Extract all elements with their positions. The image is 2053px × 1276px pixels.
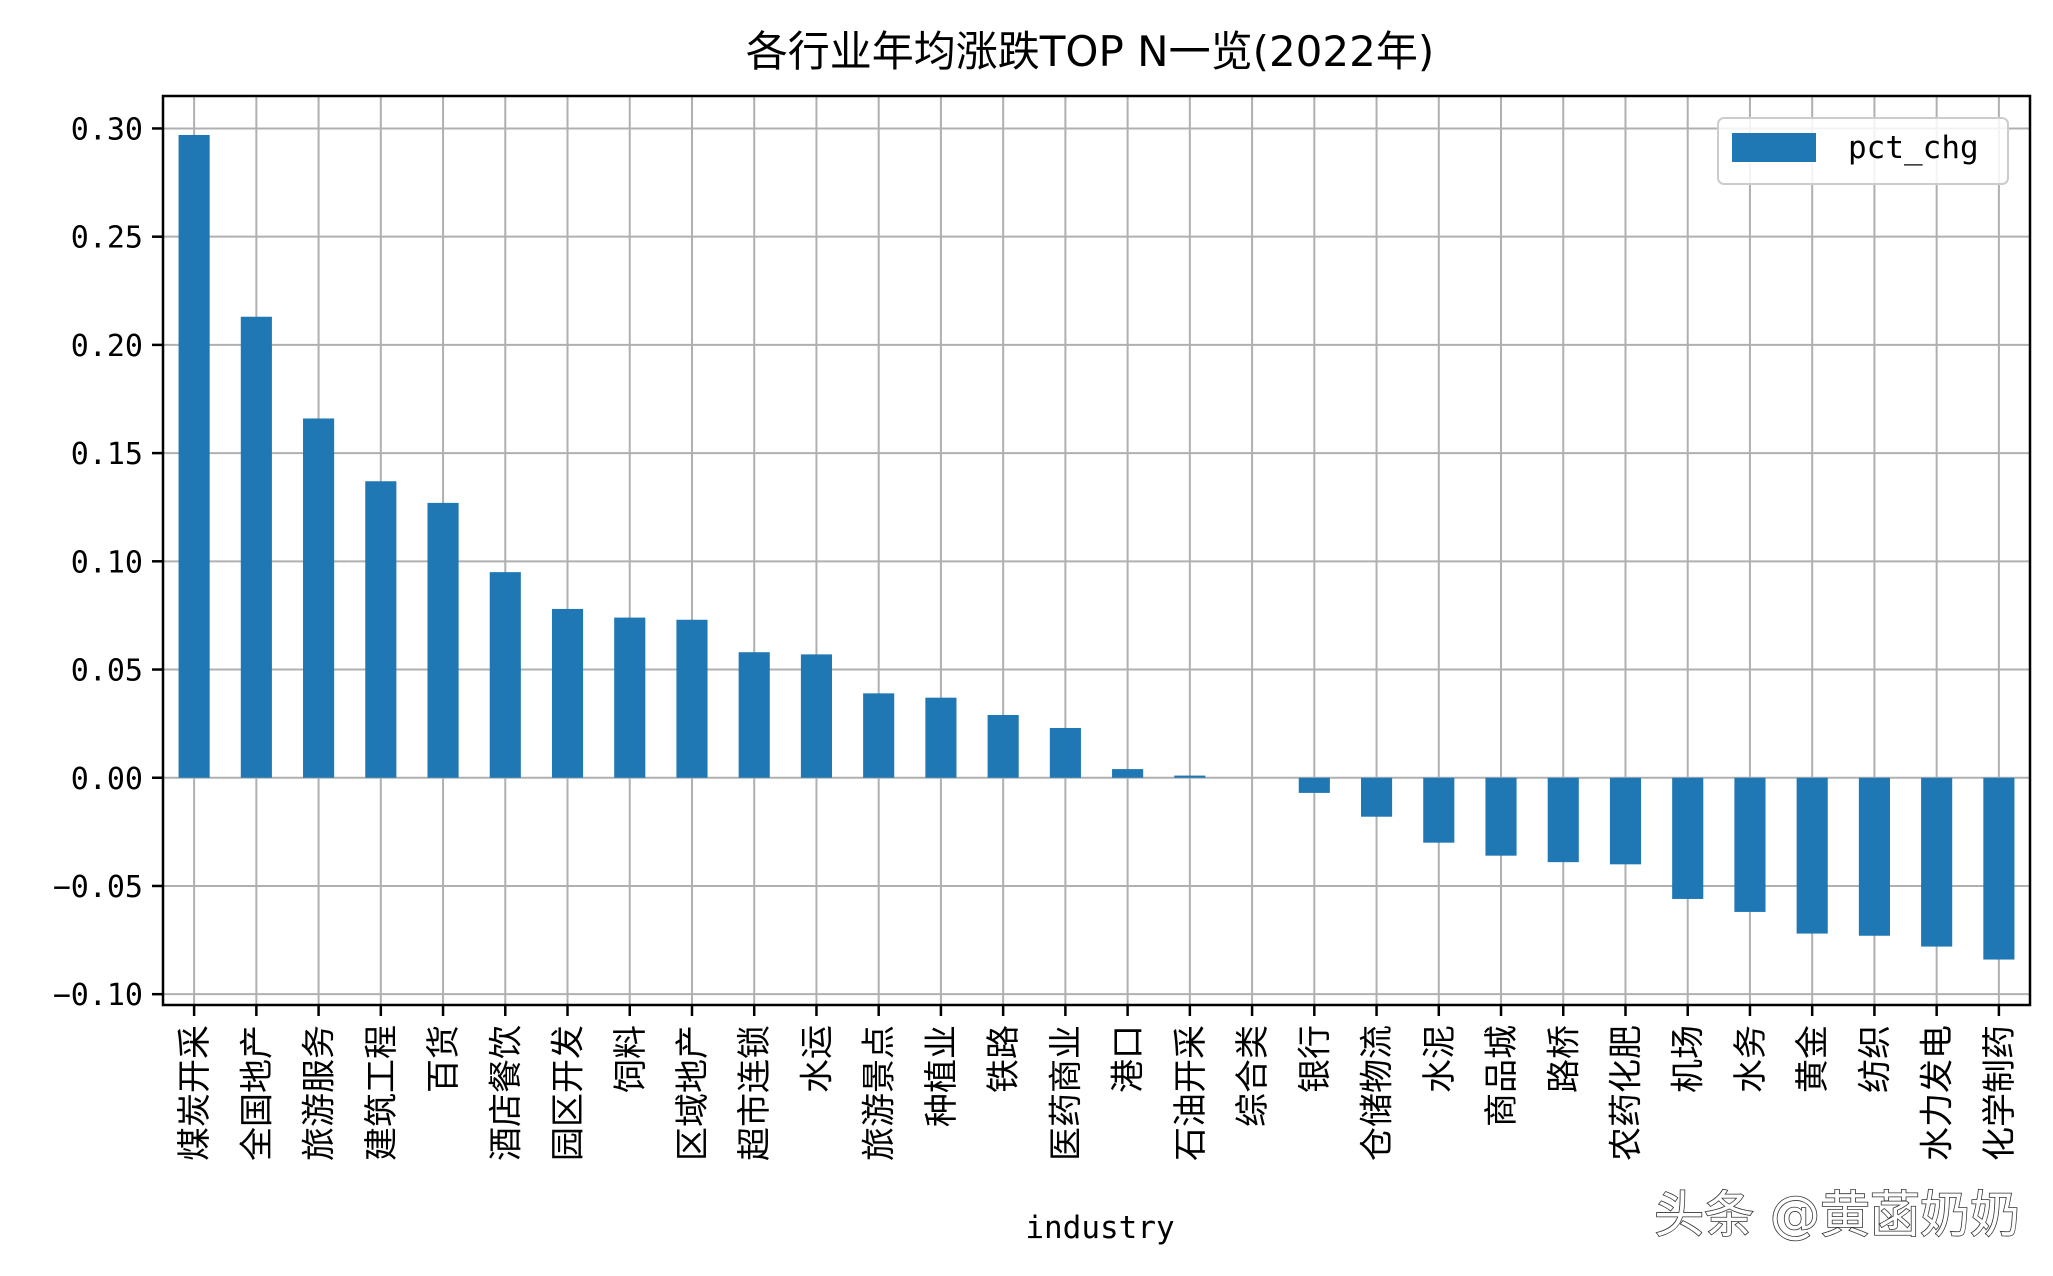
x-tick-label: 水务 bbox=[1731, 1025, 1771, 1093]
chart-title: 各行业年均涨跌TOP N一览(2022年) bbox=[746, 27, 1434, 76]
y-tick-label: 0.15 bbox=[71, 437, 143, 472]
y-tick-label: −0.10 bbox=[53, 978, 143, 1013]
bar bbox=[1858, 777, 1890, 936]
bar bbox=[551, 608, 584, 778]
bar bbox=[1112, 769, 1144, 778]
x-tick-label: 港口 bbox=[1109, 1025, 1149, 1093]
bar bbox=[738, 652, 770, 778]
x-tick-label: 仓储物流 bbox=[1358, 1025, 1398, 1161]
bar bbox=[1174, 775, 1206, 778]
x-tick-label: 园区开发 bbox=[549, 1025, 589, 1161]
y-tick-label: 0.10 bbox=[71, 545, 143, 580]
x-tick-label: 医药商业 bbox=[1046, 1025, 1086, 1161]
bars bbox=[178, 134, 2015, 960]
bar bbox=[1360, 777, 1393, 817]
bar bbox=[800, 654, 833, 778]
x-tick-label: 水运 bbox=[797, 1025, 837, 1093]
x-tick-label: 饲料 bbox=[611, 1025, 651, 1093]
x-tick-label: 银行 bbox=[1295, 1025, 1335, 1093]
x-tick-label: 建筑工程 bbox=[362, 1025, 402, 1161]
x-tick-label: 种植业 bbox=[922, 1025, 962, 1127]
bar bbox=[1983, 777, 2015, 960]
x-tick-label: 全国地产 bbox=[237, 1025, 277, 1161]
x-tick-label: 煤炭开采 bbox=[175, 1025, 215, 1161]
plot-frame bbox=[161, 94, 2032, 1007]
x-tick-label: 黄金 bbox=[1793, 1025, 1833, 1093]
bar bbox=[489, 572, 521, 778]
x-tick-label: 商品城 bbox=[1482, 1025, 1522, 1127]
bar bbox=[676, 619, 708, 778]
y-tick-label: 0.30 bbox=[71, 112, 143, 147]
y-tick-label: 0.25 bbox=[71, 221, 143, 256]
y-axis: 0.30 0.25 0.20 0.15 0.10 0.05 0.00 −0.05 −0.10 bbox=[53, 112, 163, 1013]
legend-swatch bbox=[1732, 133, 1816, 162]
x-tick-label: 百货 bbox=[424, 1025, 464, 1093]
x-tick-label: 旅游服务 bbox=[300, 1025, 340, 1161]
bar bbox=[925, 697, 957, 778]
legend: pct_chg bbox=[1717, 117, 2009, 185]
y-tick-label: 0.20 bbox=[71, 329, 143, 364]
legend-label-pct-chg: pct_chg bbox=[1848, 130, 1979, 166]
x-axis-label: industry bbox=[1025, 1210, 1174, 1246]
bar bbox=[1921, 777, 1953, 947]
bar bbox=[1298, 777, 1330, 793]
bar bbox=[863, 693, 895, 778]
bar bbox=[240, 316, 272, 778]
bar bbox=[427, 502, 459, 778]
y-tick-label: 0.05 bbox=[71, 654, 143, 689]
x-tick-label: 化学制药 bbox=[1980, 1025, 2020, 1161]
bar bbox=[1423, 777, 1455, 843]
bar bbox=[365, 481, 397, 778]
bar bbox=[987, 714, 1019, 778]
x-tick-label: 机场 bbox=[1669, 1025, 1709, 1093]
bar bbox=[303, 418, 335, 778]
y-tick-label: −0.05 bbox=[53, 870, 143, 905]
x-tick-label: 铁路 bbox=[984, 1025, 1024, 1093]
bar bbox=[1796, 777, 1828, 934]
x-tick-label: 路桥 bbox=[1544, 1025, 1584, 1093]
x-tick-label: 超市连锁 bbox=[735, 1025, 775, 1161]
bar bbox=[1049, 727, 1081, 778]
bar bbox=[178, 134, 210, 778]
x-tick-label: 农药化肥 bbox=[1606, 1025, 1646, 1161]
y-tick-label: 0.00 bbox=[71, 762, 143, 797]
bar bbox=[1672, 777, 1704, 899]
x-tick-label: 酒店餐饮 bbox=[486, 1025, 526, 1161]
watermark-text: 头条 @黄菡奶奶 bbox=[1654, 1186, 2020, 1244]
x-tick-label: 综合类 bbox=[1233, 1025, 1273, 1127]
bar bbox=[1485, 777, 1517, 856]
bar bbox=[1609, 777, 1642, 865]
x-tick-label: 水力发电 bbox=[1918, 1025, 1958, 1161]
x-tick-label: 水泥 bbox=[1420, 1025, 1460, 1093]
bar bbox=[1734, 777, 1766, 912]
bar bbox=[1547, 777, 1579, 863]
bar bbox=[614, 617, 646, 778]
x-tick-label: 纺织 bbox=[1855, 1025, 1895, 1093]
x-tick-label: 旅游景点 bbox=[860, 1025, 900, 1161]
x-tick-label: 石油开采 bbox=[1171, 1025, 1211, 1161]
x-tick-label: 区域地产 bbox=[673, 1025, 713, 1161]
x-axis: 煤炭开采 全国地产 旅游服务 建筑工程 百货 酒店餐饮 园区开发 饲料 区域地产 超市连锁 水运 旅游… bbox=[175, 1005, 2020, 1161]
